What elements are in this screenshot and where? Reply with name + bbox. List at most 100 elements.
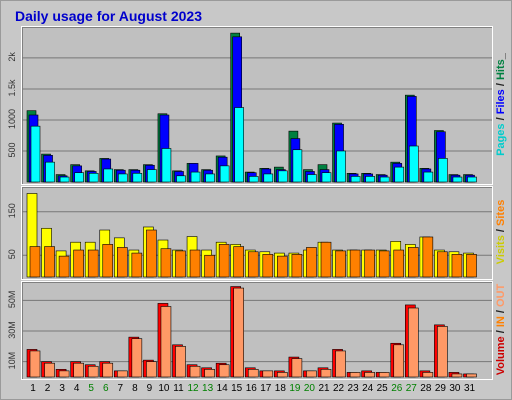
bar-pages-day-31 <box>467 176 477 183</box>
bar-sites-day-11 <box>175 250 186 278</box>
bar-out-day-25 <box>378 372 390 378</box>
x-tick-label: 25 <box>377 383 389 394</box>
bar-sites-day-8 <box>131 252 143 278</box>
bar-out-day-17 <box>262 370 274 378</box>
bar-sites-day-7 <box>117 247 128 278</box>
bar-out-day-7 <box>117 370 128 378</box>
bar-pages-day-12 <box>190 171 201 183</box>
bar-pages-day-16 <box>248 176 259 183</box>
bar-pages-day-21 <box>321 172 332 183</box>
right-axis-labels: Pages / Files / Hits_ Visits / Sites Volum… <box>495 52 507 375</box>
bar-sites-day-28 <box>422 236 434 278</box>
bar-sites-day-16 <box>247 251 259 278</box>
chart-title: Daily usage for August 2023 <box>15 8 202 24</box>
bar-sites-day-14 <box>218 244 230 278</box>
bar-out-day-22 <box>335 350 346 378</box>
bar-sites-day-9 <box>146 229 157 278</box>
bar-out-day-23 <box>349 372 361 378</box>
x-tick-label: 6 <box>103 383 109 394</box>
bar-out-day-5 <box>87 365 99 378</box>
bar-pages-day-7 <box>118 173 128 183</box>
x-tick-label: 26 <box>391 383 403 394</box>
bar-out-day-28 <box>422 372 434 378</box>
bar-sites-day-22 <box>335 250 346 278</box>
x-tick-label: 7 <box>118 383 124 394</box>
y-tick-label: 30M <box>7 321 17 339</box>
bar-pages-day-24 <box>365 176 375 183</box>
right-axis-label: Pages / Files / Hits_ <box>495 52 507 156</box>
bar-sites-day-2 <box>44 246 55 278</box>
bar-out-day-29 <box>437 326 448 378</box>
bar-out-day-14 <box>218 364 230 378</box>
bar-out-day-4 <box>73 362 84 378</box>
bar-pages-day-25 <box>379 176 390 183</box>
bar-pages-day-29 <box>438 158 448 183</box>
bar-sites-day-20 <box>306 247 317 278</box>
bar-pages-day-13 <box>205 173 215 183</box>
bar-sites-day-27 <box>407 247 419 278</box>
bar-out-day-20 <box>306 370 317 378</box>
bar-sites-day-31 <box>466 254 477 278</box>
bar-out-day-11 <box>175 346 186 378</box>
bar-pages-day-3 <box>59 176 70 183</box>
x-tick-label: 29 <box>435 383 447 394</box>
x-tick-label: 19 <box>289 383 301 394</box>
hits-files-pages-panel <box>21 26 493 185</box>
bar-pages-day-26 <box>394 166 405 183</box>
bar-pages-day-10 <box>161 148 172 183</box>
x-tick-label: 16 <box>246 383 258 394</box>
volume-panel <box>21 281 493 380</box>
y-tick-label: 10M <box>7 352 17 370</box>
x-axis-labels: 1 2 3 4 5 6 7 8 9 10 11 12 13 14 15 16 17 18 19 20 21 22 23 24 2… <box>30 383 475 394</box>
bar-pages-day-19 <box>292 149 303 183</box>
bar-sites-day-5 <box>87 249 99 278</box>
bar-out-day-16 <box>247 369 259 378</box>
bar-sites-day-12 <box>189 249 201 278</box>
y-axis-labels: 500 1000 1.5k 2k 50 150 10M 30M 50M <box>7 52 17 370</box>
bar-out-day-26 <box>393 344 405 378</box>
x-tick-label: 4 <box>74 383 80 394</box>
visits-sites-panel <box>21 186 493 280</box>
bar-out-day-10 <box>160 306 172 378</box>
bar-pages-day-20 <box>307 174 317 183</box>
x-tick-label: 11 <box>173 383 184 394</box>
y-tick-label: 1.5k <box>7 79 17 97</box>
bar-pages-day-1 <box>30 125 41 183</box>
y-tick-label: 2k <box>7 52 17 62</box>
bar-sites-day-4 <box>73 249 84 278</box>
x-tick-label: 10 <box>158 383 170 394</box>
x-tick-label: 1 <box>30 383 36 394</box>
x-tick-label: 18 <box>275 383 287 394</box>
bar-sites-day-24 <box>364 249 375 278</box>
x-tick-label: 21 <box>318 383 330 394</box>
bar-pages-day-27 <box>408 145 419 183</box>
bar-sites-day-17 <box>262 254 274 278</box>
bar-out-day-31 <box>466 373 477 378</box>
x-tick-label: 3 <box>59 383 65 394</box>
bar-out-day-24 <box>364 372 375 378</box>
y-tick-label: 150 <box>7 203 17 218</box>
x-tick-label: 28 <box>420 383 432 394</box>
bar-sites-day-26 <box>393 249 405 278</box>
x-tick-label: 22 <box>333 383 345 394</box>
bar-out-day-21 <box>320 369 332 378</box>
bar-out-day-9 <box>146 361 157 378</box>
x-tick-label: 30 <box>449 383 461 394</box>
bar-sites-day-15 <box>233 246 244 278</box>
bar-pages-day-15 <box>234 107 244 183</box>
bar-pages-day-8 <box>132 173 143 183</box>
x-tick-label: 17 <box>260 383 272 394</box>
x-tick-label: 2 <box>45 383 51 394</box>
bar-pages-day-5 <box>88 173 99 183</box>
y-tick-label: 50M <box>7 291 17 309</box>
x-tick-label: 12 <box>187 383 199 394</box>
y-tick-label: 500 <box>7 142 17 157</box>
bar-out-day-19 <box>291 358 303 378</box>
bar-sites-day-30 <box>451 254 463 278</box>
x-tick-label: 15 <box>231 383 243 394</box>
bar-out-day-13 <box>204 369 215 378</box>
x-tick-label: 5 <box>88 383 94 394</box>
bar-sites-day-10 <box>160 248 172 278</box>
bar-sites-day-25 <box>378 250 390 278</box>
